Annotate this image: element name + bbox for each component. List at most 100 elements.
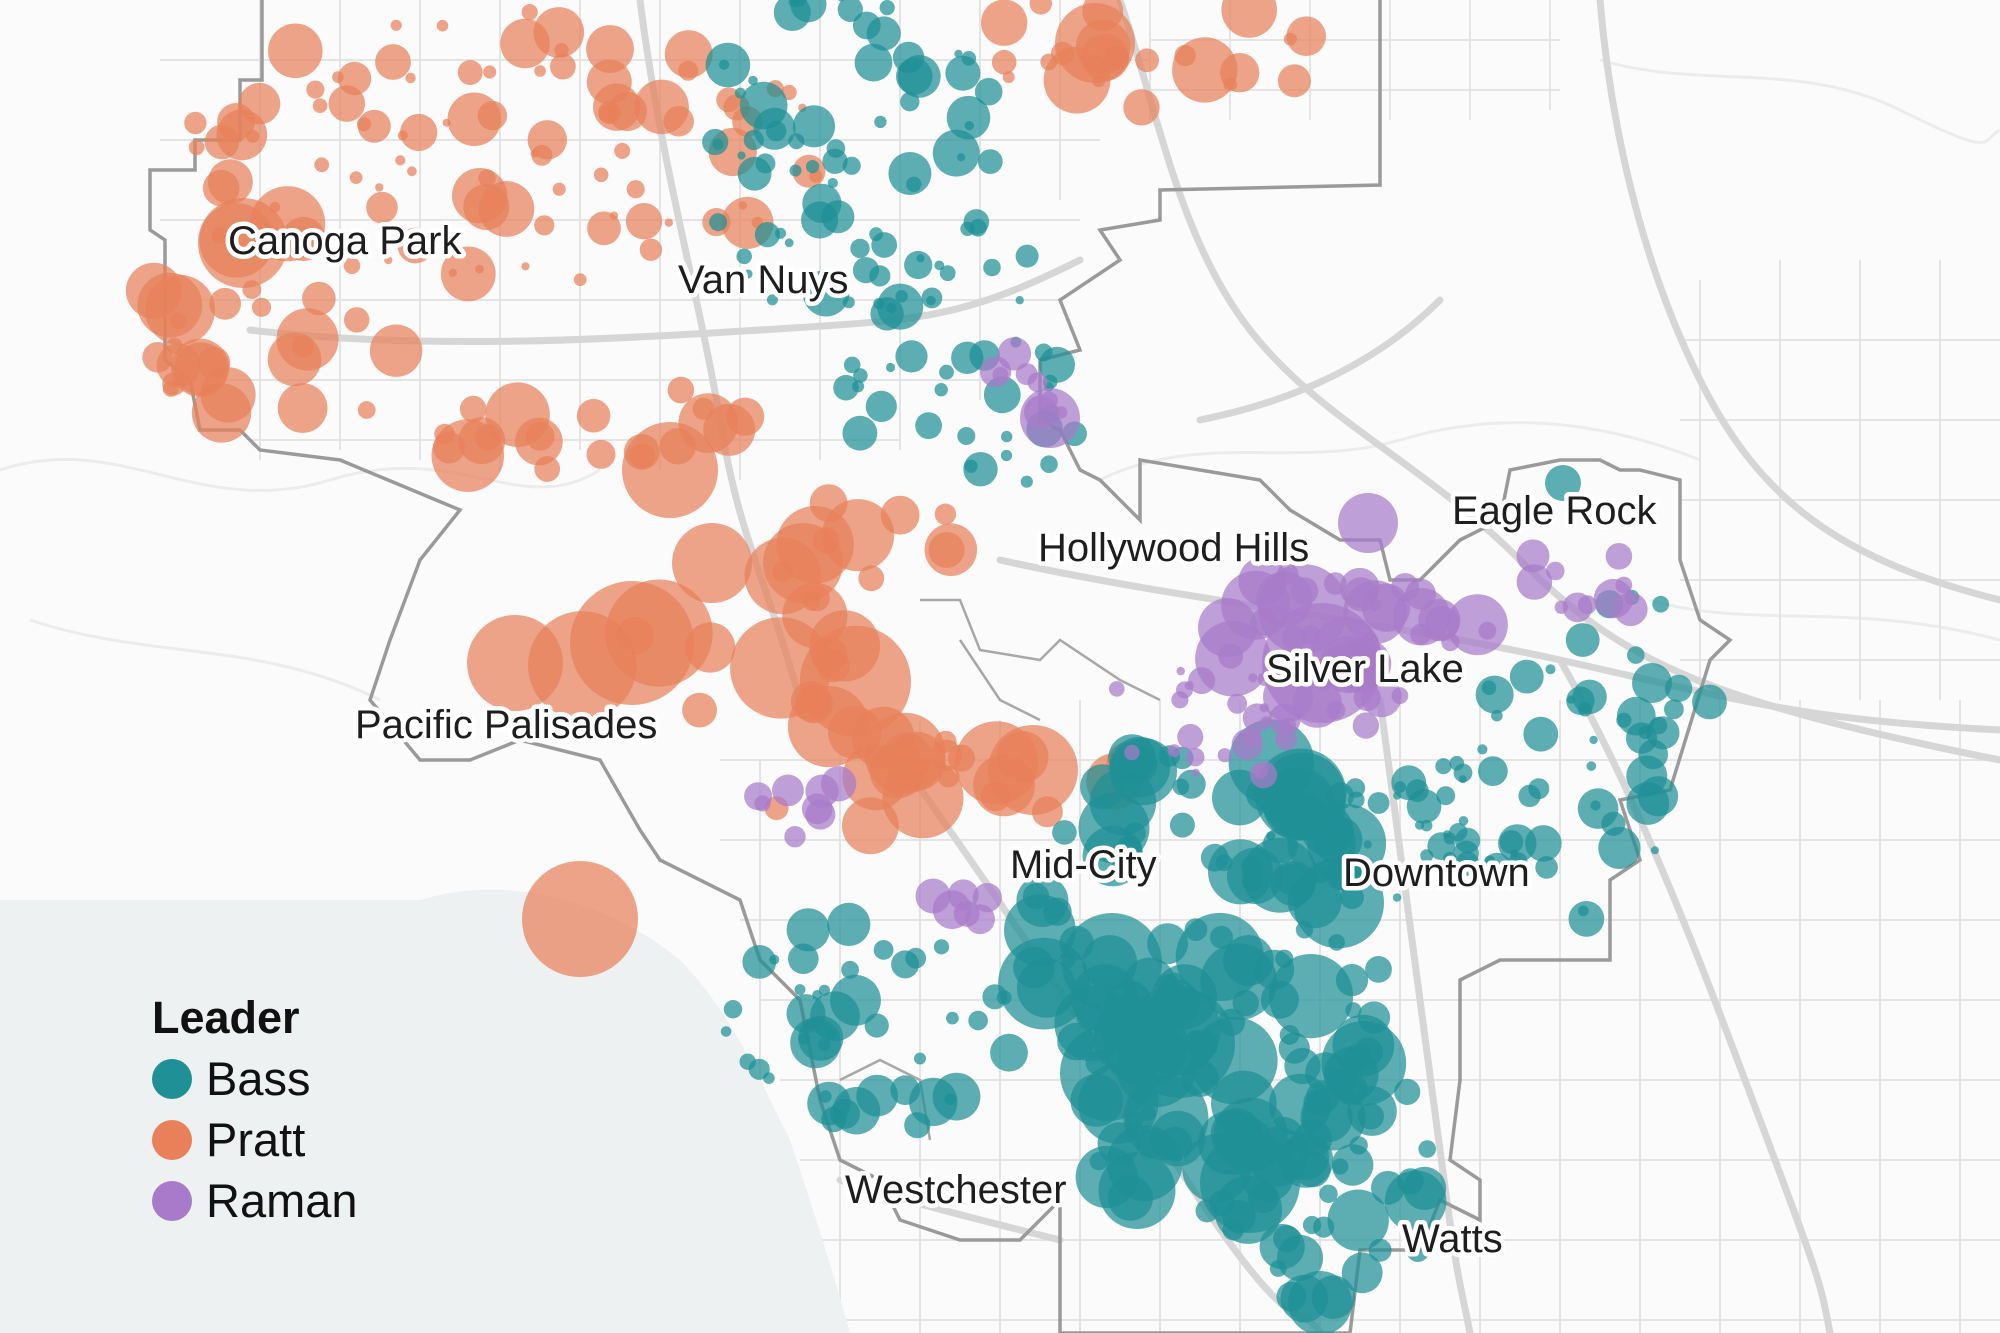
precinct-circle <box>1326 1069 1346 1088</box>
precinct-circle <box>790 0 807 7</box>
legend-title: Leader <box>152 992 300 1043</box>
precinct-circle <box>1210 925 1233 949</box>
precinct-circle <box>1169 812 1195 838</box>
precinct-circle <box>390 19 402 31</box>
precinct-circle <box>573 273 587 286</box>
precinct-circle <box>184 111 207 135</box>
precinct-circle-large <box>1055 3 1135 83</box>
place-label-van-nuys: Van Nuys <box>678 258 848 302</box>
precinct-circle <box>748 1058 770 1080</box>
precinct-circle <box>1275 863 1307 895</box>
precinct-circle-large <box>1200 1133 1300 1233</box>
precinct-circle <box>667 376 695 404</box>
precinct-circle <box>805 799 836 830</box>
precinct-circle <box>1616 696 1656 736</box>
precinct-circle <box>1191 768 1200 777</box>
precinct-circle <box>1343 1044 1372 1072</box>
precinct-circle <box>1446 594 1508 656</box>
precinct-circle <box>1124 744 1140 761</box>
precinct-circle <box>852 706 915 770</box>
precinct-circle <box>997 337 1032 371</box>
precinct-circle <box>1420 849 1434 863</box>
precinct-circle <box>268 23 323 79</box>
precinct-circle-large <box>1545 465 1581 501</box>
precinct-circle <box>457 60 483 85</box>
precinct-circle <box>1328 934 1345 951</box>
place-label-hollywood-hills: Hollywood Hills <box>1038 526 1309 570</box>
precinct-circle <box>865 390 897 422</box>
precinct-circle <box>349 171 363 185</box>
legend-swatch-bass <box>152 1058 192 1099</box>
precinct-circle <box>806 160 820 174</box>
precinct-circle <box>957 153 966 162</box>
precinct-circle-large <box>1062 913 1162 1013</box>
precinct-circle <box>156 343 201 388</box>
precinct-circle <box>597 101 621 125</box>
precinct-circle <box>1331 1144 1374 1186</box>
precinct-circle <box>1275 735 1285 744</box>
precinct-circle-large <box>570 581 694 705</box>
precinct-circle <box>1605 543 1633 570</box>
legend-label-bass: Bass <box>206 1052 311 1105</box>
precinct-circle-large <box>1020 388 1080 448</box>
precinct-circle <box>773 0 811 31</box>
precinct-circle <box>821 200 855 234</box>
precinct-circle <box>1545 664 1556 675</box>
precinct-circle <box>720 1026 732 1037</box>
precinct-circle <box>1176 769 1206 799</box>
precinct-circle <box>890 1075 920 1105</box>
precinct-circle <box>1601 811 1626 836</box>
precinct-circle <box>1325 801 1346 822</box>
precinct-circle <box>1249 761 1278 789</box>
precinct-circle <box>639 238 663 261</box>
precinct-circle <box>343 257 361 275</box>
precinct-circle <box>1392 893 1402 902</box>
precinct-circle <box>1116 835 1143 862</box>
precinct-circle <box>1177 723 1204 750</box>
precinct-circle <box>946 95 991 140</box>
precinct-circle <box>1268 805 1286 823</box>
precinct-circle <box>787 685 870 768</box>
precinct-circle <box>1185 747 1205 767</box>
precinct-circle <box>916 254 925 263</box>
precinct-circle <box>888 152 932 195</box>
precinct-circle <box>900 92 920 112</box>
precinct-circle <box>1029 0 1053 15</box>
precinct-circle <box>743 269 753 279</box>
place-label-pacific-palisades: Pacific Palisades <box>355 703 657 747</box>
precinct-circle <box>996 990 1012 1005</box>
precinct-circle <box>961 51 977 66</box>
precinct-circle <box>921 287 943 309</box>
precinct-circle <box>1001 430 1013 443</box>
place-label-mid-city: Mid-City <box>1010 843 1157 887</box>
precinct-circle <box>586 59 632 105</box>
precinct-circle <box>685 622 736 673</box>
precinct-circle <box>977 149 1003 175</box>
precinct-circle <box>1109 736 1171 798</box>
precinct-circle <box>1455 851 1480 876</box>
precinct-circle <box>1528 778 1550 800</box>
precinct-circle <box>789 164 802 177</box>
precinct-circle <box>1572 679 1607 714</box>
precinct-circle <box>1478 756 1508 786</box>
precinct-circle <box>827 177 838 189</box>
precinct-circle <box>1248 673 1258 683</box>
precinct-circle <box>1109 861 1127 879</box>
place-label-watts: Watts <box>1402 1217 1503 1261</box>
precinct-circle <box>1015 296 1024 305</box>
precinct-circle <box>964 459 978 473</box>
precinct-circle <box>772 774 804 807</box>
precinct-circle <box>1200 943 1278 1020</box>
precinct-circle <box>1123 89 1160 126</box>
precinct-circle-large <box>1632 663 1672 703</box>
precinct-circle <box>534 456 561 482</box>
precinct-circle <box>954 49 963 58</box>
precinct-circle <box>1568 901 1605 937</box>
precinct-circle <box>754 222 781 248</box>
precinct-circle <box>798 1015 844 1061</box>
precinct-circle <box>1393 588 1451 646</box>
precinct-circle <box>784 826 806 848</box>
precinct-circle <box>1215 854 1233 872</box>
legend-label-raman: Raman <box>206 1174 358 1227</box>
precinct-circle <box>1443 851 1457 866</box>
